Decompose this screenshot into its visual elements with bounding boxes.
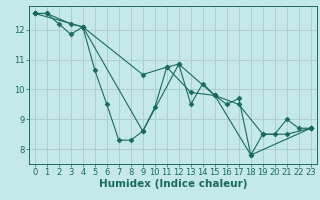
X-axis label: Humidex (Indice chaleur): Humidex (Indice chaleur) <box>99 179 247 189</box>
